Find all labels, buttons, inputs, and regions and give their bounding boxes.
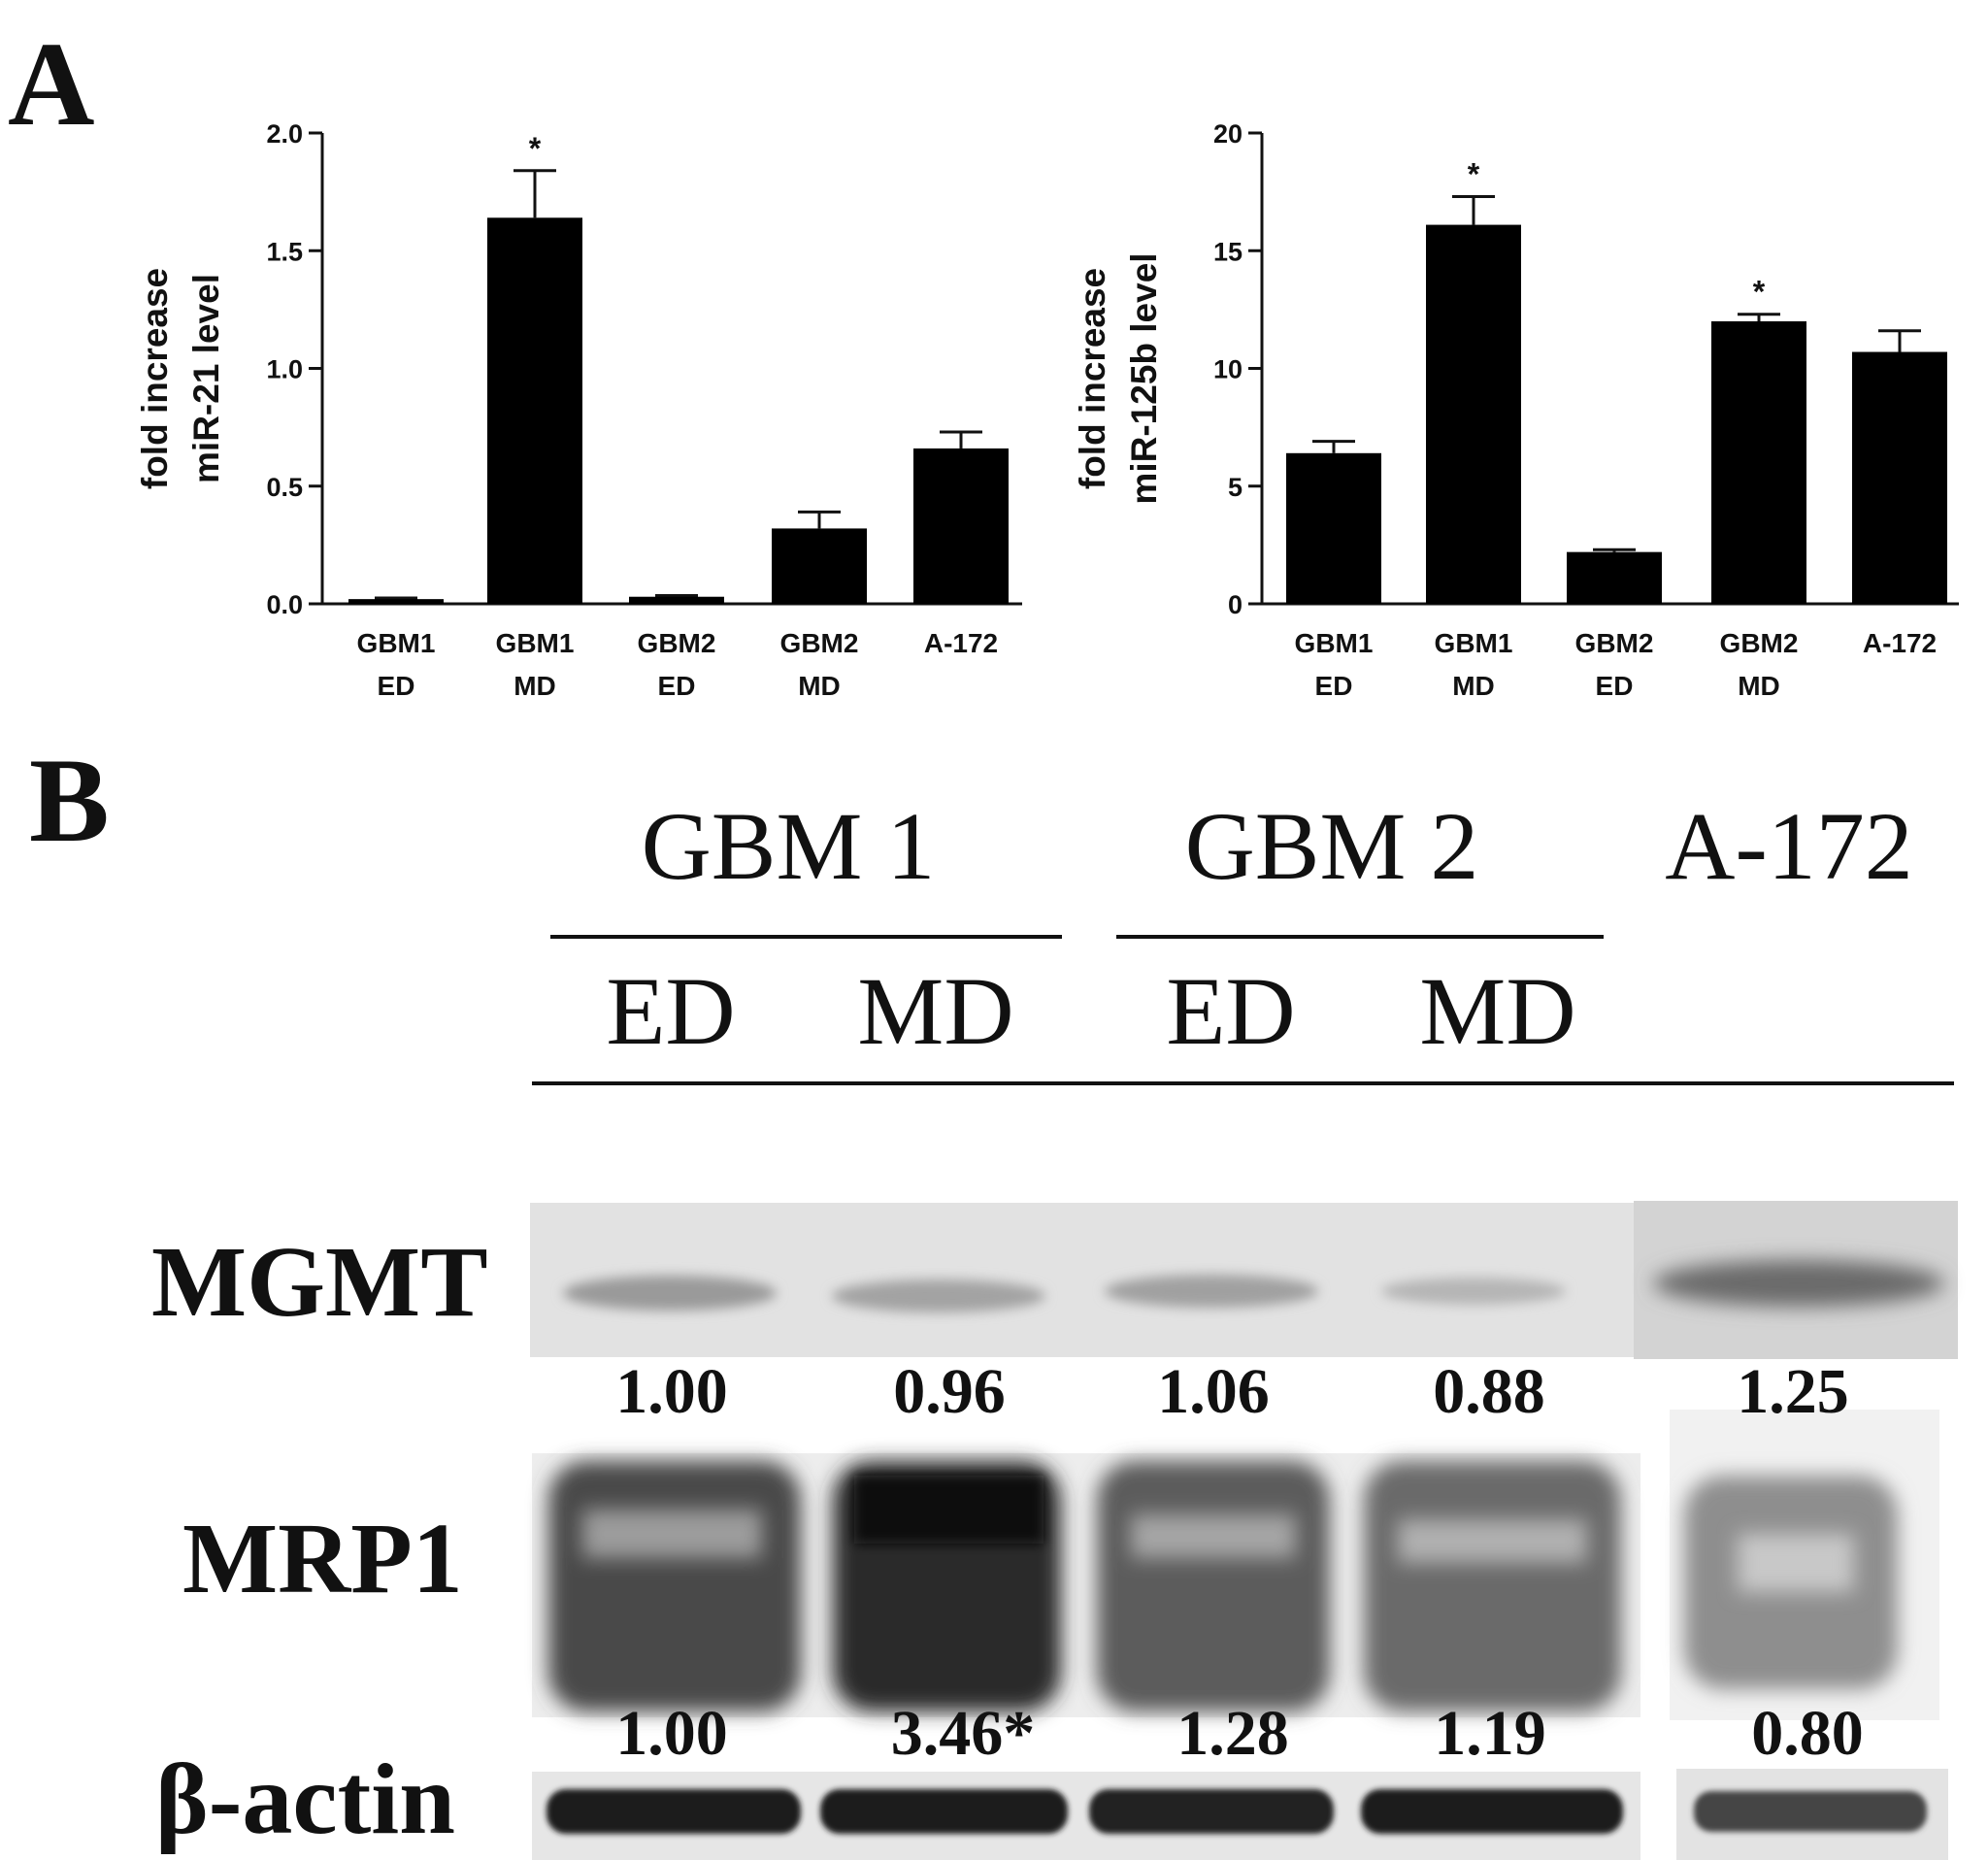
blot-image-actin <box>532 1769 1948 1860</box>
category-label: GBM2 <box>638 628 716 658</box>
category-label: ED <box>1596 671 1634 701</box>
y-tick-label: 5 <box>1228 473 1242 502</box>
ylabel-line2: miR-125b level <box>1124 252 1164 504</box>
category-label: ED <box>658 671 696 701</box>
y-tick-label: 0 <box>1228 590 1242 619</box>
category-label: ED <box>1315 671 1353 701</box>
bar <box>913 448 1009 604</box>
condition-label: ED <box>606 957 735 1065</box>
category-label: MD <box>1452 671 1495 701</box>
condition-label: MD <box>857 957 1013 1065</box>
group-underline-gbm1 <box>550 935 1062 939</box>
bar <box>1852 351 1947 604</box>
significance-marker: * <box>1753 275 1766 310</box>
ylabel-line1: fold increase <box>1073 268 1112 489</box>
category-label: GBM1 <box>496 628 575 658</box>
y-tick-label: 0.0 <box>266 590 303 619</box>
row-label-mgmt: MGMT <box>151 1226 488 1338</box>
condition-label: ED <box>1166 957 1295 1065</box>
header-rule <box>532 1081 1954 1085</box>
chart-mir21: fold increase miR-21 level 0.0 0.5 1.0 1.5 2… <box>135 119 1022 701</box>
ylabel-mir125b: fold increase miR-125b level <box>1073 252 1164 504</box>
category-label: ED <box>378 671 415 701</box>
group-underline-gbm2 <box>1116 935 1604 939</box>
group-label-gbm2: GBM 2 <box>1185 792 1479 900</box>
condition-label: MD <box>1419 957 1575 1065</box>
blot-image-mgmt <box>530 1201 1958 1359</box>
ylabel-mir21: fold increase miR-21 level <box>135 268 226 489</box>
y-tick-label: 0.5 <box>266 473 303 502</box>
bar <box>1286 452 1381 604</box>
blot-value: 1.19 <box>1434 1698 1546 1769</box>
bar <box>629 596 724 604</box>
blot-value: 3.46* <box>891 1698 1036 1769</box>
y-tick-label: 20 <box>1213 119 1242 149</box>
blot-value: 1.25 <box>1737 1356 1849 1427</box>
bar <box>772 528 867 604</box>
chart-mir125b: fold increase miR-125b level 0 5 10 15 20 GBM… <box>1073 119 1959 701</box>
bar <box>1426 224 1521 604</box>
blot-header: GBM 1 GBM 2 A-172 ED MD ED MD <box>532 792 1954 1085</box>
ylabel-line1: fold increase <box>135 268 175 489</box>
blot-value: 1.28 <box>1176 1698 1289 1769</box>
group-label-a172: A-172 <box>1665 792 1913 900</box>
row-label-actin: β-actin <box>155 1744 455 1855</box>
y-tick-label: 15 <box>1213 237 1242 266</box>
ylabel-line2: miR-21 level <box>186 274 226 483</box>
bar <box>1567 551 1662 604</box>
category-label: A-172 <box>924 628 998 658</box>
category-label: MD <box>1738 671 1780 701</box>
blot-value: 0.88 <box>1433 1356 1545 1427</box>
bar <box>487 217 582 605</box>
category-label: GBM1 <box>1295 628 1374 658</box>
category-label: MD <box>514 671 556 701</box>
category-label: MD <box>798 671 841 701</box>
group-label-gbm1: GBM 1 <box>642 792 936 900</box>
y-tick-label: 10 <box>1213 355 1242 384</box>
y-tick-label: 2.0 <box>266 119 303 149</box>
blot-value: 0.80 <box>1751 1698 1864 1769</box>
category-label: GBM1 <box>1435 628 1513 658</box>
row-label-mrp1: MRP1 <box>182 1503 463 1614</box>
blot-value: 1.00 <box>615 1698 728 1769</box>
blot-value: 0.96 <box>893 1356 1006 1427</box>
category-label: A-172 <box>1863 628 1937 658</box>
blot-value: 1.06 <box>1157 1356 1270 1427</box>
category-label: GBM1 <box>357 628 436 658</box>
category-label: GBM2 <box>1720 628 1799 658</box>
y-tick-label: 1.0 <box>266 355 303 384</box>
mgmt-values: 1.00 0.96 1.06 0.88 1.25 <box>615 1356 1849 1427</box>
category-label: GBM2 <box>1575 628 1654 658</box>
significance-marker: * <box>529 131 542 166</box>
bar <box>1711 321 1806 604</box>
y-tick-label: 1.5 <box>266 237 303 266</box>
bar <box>348 599 444 604</box>
category-label: GBM2 <box>780 628 859 658</box>
mrp1-values: 1.00 3.46* 1.28 1.19 0.80 <box>615 1698 1864 1769</box>
panel-b-label: B <box>29 734 110 867</box>
blot-value: 1.00 <box>615 1356 728 1427</box>
significance-marker: * <box>1468 156 1480 191</box>
panel-a-label: A <box>8 17 95 150</box>
blot-image-mrp1 <box>532 1410 1939 1720</box>
